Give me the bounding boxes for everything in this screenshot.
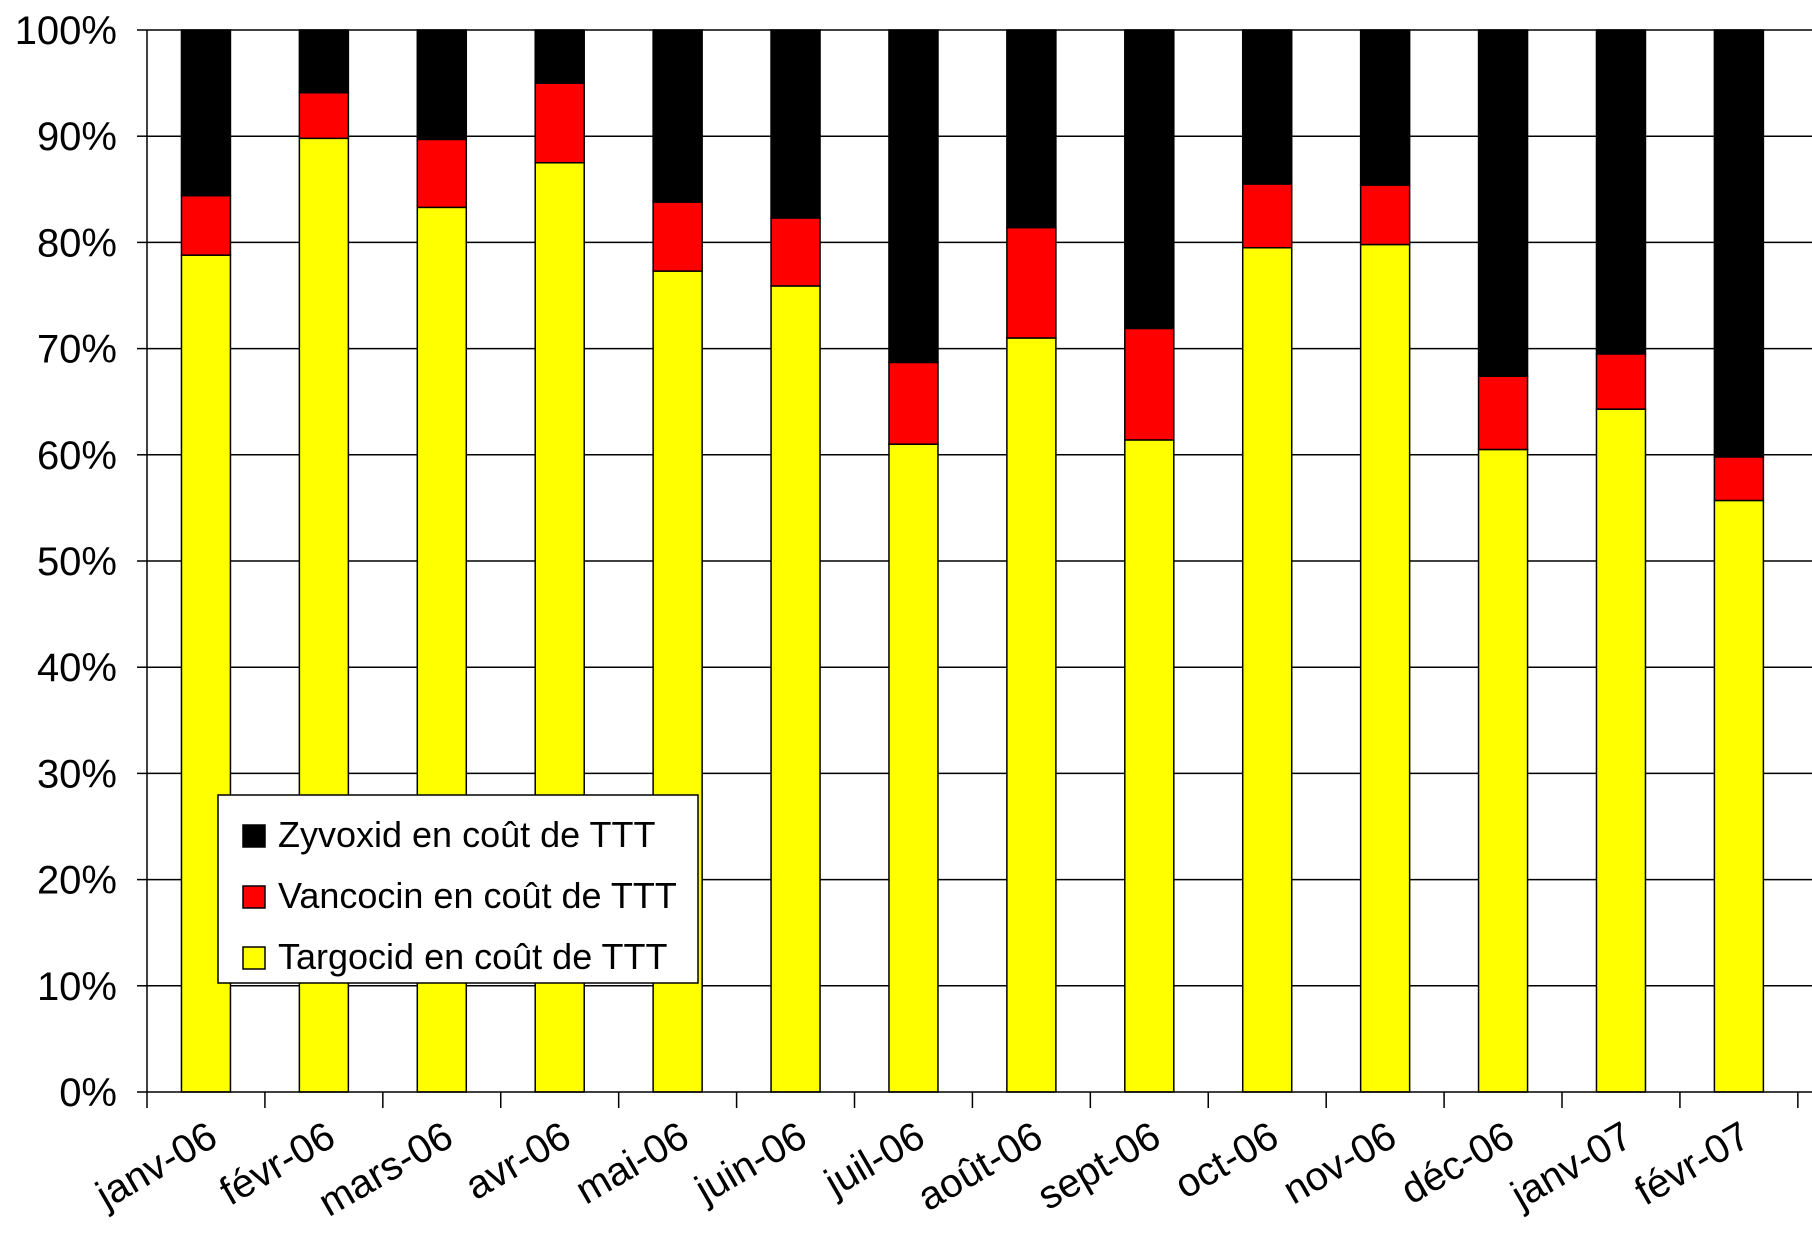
bar-segment — [770, 285, 821, 1093]
y-tick-label: 70% — [37, 328, 117, 372]
bar-segment — [416, 29, 468, 141]
y-tick-label: 90% — [37, 115, 117, 159]
x-axis-tick-labels: janv-06févr-06mars-06avr-06mai-06juin-06… — [88, 1114, 1757, 1225]
bar-segment — [888, 443, 939, 1093]
x-tick-label: sept-06 — [1030, 1114, 1168, 1219]
bar-segment — [1713, 29, 1765, 458]
legend-swatch — [242, 824, 266, 848]
x-tick-label: oct-06 — [1167, 1114, 1285, 1208]
x-tick-label: déc-06 — [1394, 1114, 1522, 1213]
legend-swatch — [242, 885, 266, 909]
x-tick-label: mars-06 — [311, 1114, 460, 1225]
bar-segment — [770, 29, 821, 219]
bar-segment — [1595, 408, 1647, 1093]
y-tick-label: 60% — [37, 434, 117, 478]
bar-segment — [652, 201, 703, 272]
x-tick-label: avr-06 — [458, 1114, 578, 1209]
bar-segment — [1359, 184, 1411, 246]
bar-segment — [1241, 183, 1293, 249]
bar-segment — [1713, 456, 1765, 502]
y-tick-label: 80% — [37, 221, 117, 265]
legend-box — [217, 794, 699, 984]
bar-segment — [1359, 29, 1411, 186]
bar-segment — [1124, 327, 1175, 441]
x-tick-label: févr-07 — [1628, 1114, 1758, 1214]
legend-label: Vancocin en coût de TTT — [278, 875, 677, 916]
bar-segment — [1359, 243, 1411, 1093]
x-tick-label: août-06 — [910, 1114, 1049, 1220]
bar-segment — [1006, 29, 1057, 229]
y-tick-label: 30% — [37, 752, 117, 796]
legend: Zyvoxid en coût de TTT Vancocin en coût d… — [217, 794, 699, 984]
bar-segment — [180, 194, 232, 256]
bar-segment — [1241, 29, 1293, 185]
bar-segment — [1595, 353, 1647, 410]
y-tick-label: 50% — [37, 540, 117, 584]
bar-segment — [888, 361, 939, 445]
x-tick-label: janv-07 — [1503, 1114, 1639, 1218]
y-tick-label: 10% — [37, 965, 117, 1009]
legend-label: Targocid en coût de TTT — [278, 936, 668, 977]
bar-segment — [180, 29, 232, 197]
y-axis-tick-labels: 0% 10% 20% 30% 40% 50% 60% 70% 80% 90% 100% — [15, 9, 117, 1115]
bar-segment — [534, 82, 585, 164]
bar-segment — [1477, 448, 1529, 1093]
axes — [137, 29, 1812, 1108]
bar-segment — [1241, 246, 1293, 1093]
bar-segment — [298, 91, 350, 140]
legend-swatch — [242, 946, 266, 970]
bar-segment — [1477, 375, 1529, 451]
x-tick-label: nov-06 — [1276, 1114, 1404, 1213]
y-tick-label: 40% — [37, 646, 117, 690]
legend-label: Zyvoxid en coût de TTT — [278, 814, 656, 855]
bar-segment — [1124, 29, 1175, 330]
bar-segment — [652, 29, 703, 203]
bar-segment — [1595, 29, 1647, 355]
x-tick-label: juil-06 — [817, 1114, 932, 1206]
bar-segment — [888, 29, 939, 364]
bar-segment — [416, 138, 468, 209]
x-tick-label: mai-06 — [568, 1114, 696, 1213]
y-tick-label: 0% — [59, 1071, 117, 1115]
bar-segment — [298, 29, 350, 94]
bar-segment — [1006, 337, 1057, 1093]
bar-segment — [1713, 499, 1765, 1093]
y-tick-label: 100% — [15, 9, 117, 53]
bar-segment — [1477, 29, 1529, 377]
bar-segment — [534, 29, 585, 84]
x-tick-label: janv-06 — [88, 1114, 224, 1218]
x-tick-label: juin-06 — [687, 1114, 814, 1213]
bar-segment — [1006, 226, 1057, 339]
bar-segment — [770, 217, 821, 287]
y-tick-label: 20% — [37, 859, 117, 903]
bar-segment — [1124, 439, 1175, 1093]
